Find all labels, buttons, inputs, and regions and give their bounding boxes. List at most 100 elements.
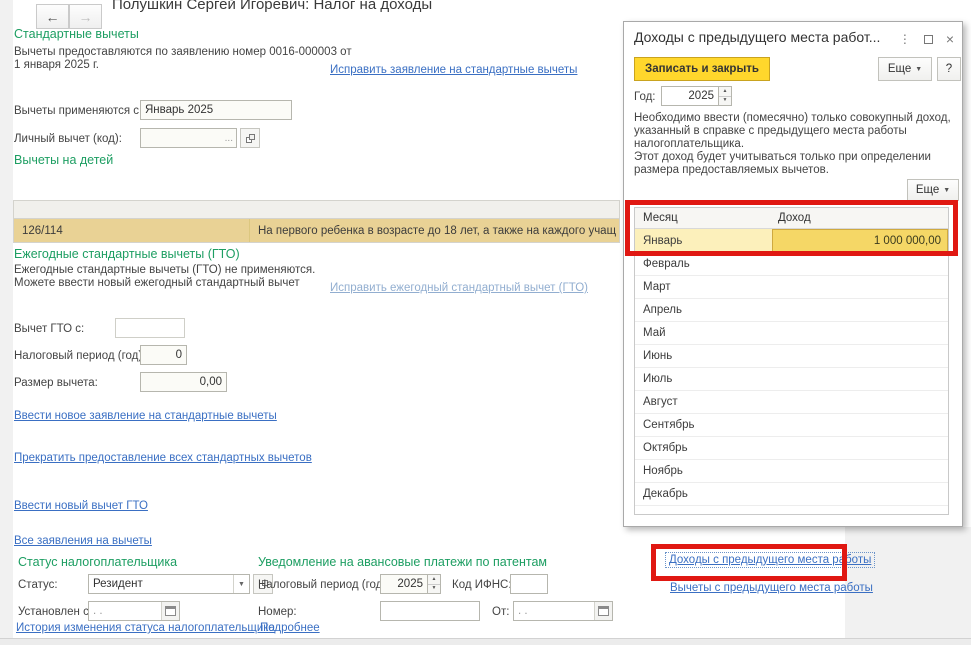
child-table-row[interactable]: 126/114 На первого ребенка в возрасте до… — [13, 218, 620, 243]
income-cell[interactable] — [772, 345, 948, 367]
forward-button[interactable]: → — [69, 4, 102, 29]
back-button[interactable]: ← — [36, 4, 69, 29]
table-row[interactable]: Май — [635, 322, 948, 345]
dialog-info-line3: налогоплательщика. — [634, 138, 745, 150]
new-gto-link[interactable]: Ввести новый вычет ГТО — [14, 500, 148, 512]
month-cell[interactable]: Сентябрь — [643, 419, 695, 431]
income-cell[interactable] — [772, 460, 948, 482]
personal-deduction-open-button[interactable] — [240, 128, 260, 148]
gto-amount-input[interactable] — [140, 372, 227, 392]
table-row[interactable]: Апрель — [635, 299, 948, 322]
child-table-header — [13, 200, 620, 218]
deduction-code-cell[interactable]: 126/114 — [14, 219, 250, 242]
month-cell[interactable]: Октябрь — [643, 442, 688, 454]
open-icon — [258, 579, 268, 589]
month-cell[interactable]: Декабрь — [643, 488, 688, 500]
fix-gto-link[interactable]: Исправить ежегодный стандартный вычет (Г… — [330, 282, 588, 294]
income-cell[interactable] — [772, 368, 948, 390]
table-row[interactable]: Февраль — [635, 253, 948, 276]
month-cell[interactable]: Август — [643, 396, 678, 408]
month-cell[interactable]: Июль — [643, 373, 673, 385]
deductions-prev-workplace-link[interactable]: Вычеты с предыдущего места работы — [670, 582, 873, 594]
status-set-from-input[interactable]: . . — [88, 601, 180, 621]
applied-from-input[interactable] — [140, 100, 292, 120]
status-combobox[interactable]: Резидент ▼ — [88, 574, 250, 594]
gto-header: Ежегодные стандартные вычеты (ГТО) — [14, 247, 240, 261]
dialog-info-line1: Необходимо ввести (помесячно) только сов… — [634, 112, 951, 124]
status-open-button[interactable] — [253, 574, 273, 594]
income-cell[interactable] — [772, 391, 948, 413]
save-and-close-button[interactable]: Записать и закрыть — [634, 57, 770, 81]
month-cell[interactable]: Май — [643, 327, 666, 339]
gto-from-input[interactable] — [115, 318, 185, 338]
window-bottom-margin — [0, 638, 971, 645]
lookup-dots-icon[interactable]: ... — [224, 132, 233, 144]
patent-period-input[interactable] — [380, 574, 428, 594]
help-button[interactable]: ? — [937, 57, 961, 81]
month-cell[interactable]: Ноябрь — [643, 465, 683, 477]
table-row[interactable]: Сентябрь — [635, 414, 948, 437]
patent-from-input[interactable]: . . — [513, 601, 613, 621]
income-cell[interactable] — [772, 276, 948, 298]
table-row[interactable]: Декабрь — [635, 483, 948, 506]
income-cell[interactable] — [772, 414, 948, 436]
personal-deduction-input[interactable]: ... — [140, 128, 237, 148]
menu-icon[interactable]: ⋮ — [898, 32, 911, 46]
table-row[interactable]: Март — [635, 276, 948, 299]
gto-from-label: Вычет ГТО с: — [14, 323, 85, 335]
all-statements-link[interactable]: Все заявления на вычеты — [14, 535, 152, 547]
monthly-income-table: Месяц Доход Январь 1 000 000,00 Февраль … — [634, 207, 949, 515]
month-cell[interactable]: Февраль — [643, 258, 690, 270]
income-prev-workplace-link[interactable]: Доходы с предыдущего места работы — [665, 552, 876, 568]
calendar-button[interactable] — [594, 602, 612, 620]
table-row[interactable]: Июнь — [635, 345, 948, 368]
calendar-button[interactable] — [161, 602, 179, 620]
status-set-from-label: Установлен с: — [18, 606, 93, 618]
table-row[interactable]: Июль — [635, 368, 948, 391]
ifns-input[interactable] — [510, 574, 548, 594]
status-set-from-value: . . — [93, 605, 103, 617]
year-input[interactable] — [661, 86, 719, 106]
statement-info-line2: 1 января 2025 г. — [14, 59, 99, 71]
dialog-info-line5: размера предоставляемых вычетов. — [634, 164, 829, 176]
dialog-titlebar-icons: ⋮ × — [899, 31, 954, 47]
patent-period-spinner[interactable]: ▲ ▼ — [428, 574, 441, 594]
year-spinner[interactable]: ▲ ▼ — [719, 86, 732, 106]
statement-info-line1: Вычеты предоставляются по заявлению номе… — [14, 46, 352, 58]
status-value: Резидент — [93, 578, 143, 590]
month-cell[interactable]: Июнь — [643, 350, 673, 362]
fix-statement-link[interactable]: Исправить заявление на стандартные вычет… — [330, 64, 578, 76]
ifns-label: Код ИФНС: — [452, 579, 512, 591]
stop-all-deductions-link[interactable]: Прекратить предоставление всех стандартн… — [14, 452, 312, 464]
table-row[interactable]: Август — [635, 391, 948, 414]
income-cell[interactable] — [772, 437, 948, 459]
income-prev-workplace-dialog: Доходы с предыдущего места работ... ⋮ × … — [623, 21, 963, 527]
year-label: Год: — [634, 91, 656, 103]
patent-number-input[interactable] — [380, 601, 480, 621]
patent-number-label: Номер: — [258, 606, 297, 618]
table-row[interactable]: Октябрь — [635, 437, 948, 460]
table-row-january[interactable]: Январь 1 000 000,00 — [635, 229, 948, 253]
month-cell[interactable]: Январь — [635, 229, 772, 252]
status-history-link[interactable]: История изменения статуса налогоплательщ… — [16, 622, 275, 634]
details-link[interactable]: Подробнее — [260, 622, 320, 634]
month-cell[interactable]: Апрель — [643, 304, 683, 316]
month-cell[interactable]: Март — [643, 281, 671, 293]
table-more-button[interactable]: Еще ▼ — [907, 179, 959, 201]
desktop-background — [845, 527, 971, 638]
patent-period-label: Налоговый период (год): — [258, 579, 390, 591]
income-cell[interactable] — [772, 299, 948, 321]
close-icon[interactable]: × — [945, 31, 954, 47]
income-cell[interactable] — [772, 483, 948, 505]
income-cell[interactable] — [772, 322, 948, 344]
more-button[interactable]: Еще ▼ — [878, 57, 932, 81]
table-row[interactable]: Ноябрь — [635, 460, 948, 483]
new-statement-link[interactable]: Ввести новое заявление на стандартные вы… — [14, 410, 277, 422]
income-cell[interactable]: 1 000 000,00 — [772, 229, 948, 252]
deduction-description-cell[interactable]: На первого ребенка в возрасте до 18 лет,… — [258, 224, 617, 237]
chevron-down-icon[interactable]: ▼ — [233, 575, 249, 593]
income-column-header: Доход — [778, 212, 811, 224]
gto-period-input[interactable] — [140, 345, 187, 365]
maximize-icon[interactable] — [923, 34, 933, 44]
income-cell[interactable] — [772, 253, 948, 275]
